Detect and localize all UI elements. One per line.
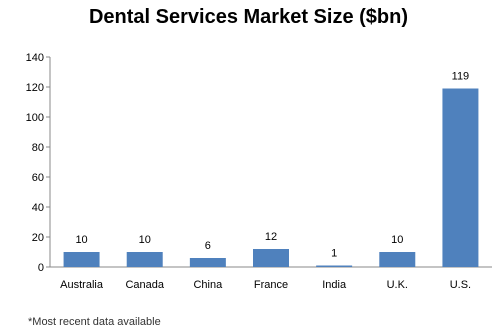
y-tick-label: 140	[26, 52, 44, 64]
y-axis: 0 20 40 60 80 100 120 140	[26, 52, 51, 274]
x-tick-label: Australia	[60, 279, 104, 291]
bar-u-s	[442, 88, 479, 267]
y-tick-label: 60	[32, 172, 44, 184]
x-tick-label: U.K.	[387, 279, 408, 291]
x-tick-label: Canada	[125, 279, 164, 291]
y-tick-label: 100	[26, 112, 44, 124]
y-tick-label: 20	[32, 232, 44, 244]
bar-france	[253, 249, 289, 267]
x-tick-label: U.S.	[450, 279, 471, 291]
data-label: 1	[331, 248, 337, 260]
y-tick-label: 120	[26, 82, 44, 94]
bar-canada	[126, 252, 163, 267]
data-label: 10	[139, 234, 151, 246]
data-label: 10	[75, 234, 87, 246]
bar-u-k	[379, 252, 416, 267]
data-label: 12	[265, 231, 277, 243]
data-label: 6	[205, 240, 211, 252]
y-tick-label: 80	[32, 142, 44, 154]
x-tick-label: China	[193, 279, 223, 291]
bar-india	[316, 265, 353, 267]
y-tick-label: 40	[32, 202, 44, 214]
x-tick-label: France	[254, 279, 288, 291]
footnote: *Most recent data available	[28, 316, 161, 328]
y-tick-label: 0	[38, 262, 44, 274]
data-label: 10	[391, 234, 403, 246]
bar-australia	[63, 252, 100, 267]
bars	[63, 88, 479, 267]
x-axis: Australia Canada China France India U.K. U.S.	[50, 266, 492, 291]
data-label: 119	[452, 71, 470, 83]
chart-title: Dental Services Market Size ($bn)	[88, 6, 408, 28]
bar-china	[189, 258, 226, 267]
x-tick-label: India	[322, 279, 347, 291]
bar-labels: 10 10 6 12 1 10 119	[75, 71, 469, 260]
